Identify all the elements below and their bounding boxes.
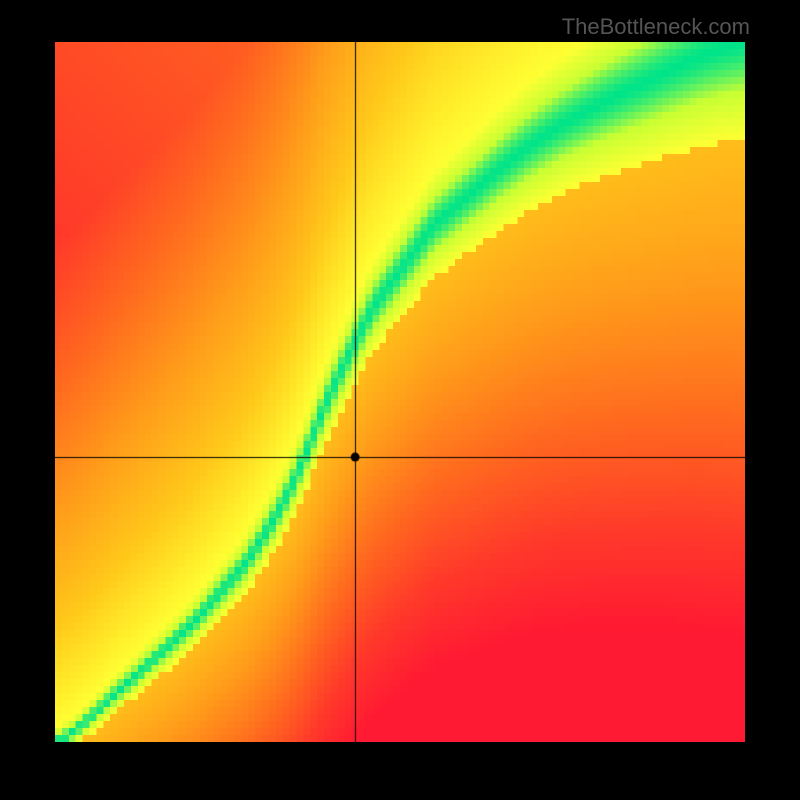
- watermark-text: TheBottleneck.com: [562, 14, 750, 40]
- bottleneck-heatmap: [55, 42, 745, 742]
- chart-container: TheBottleneck.com: [0, 0, 800, 800]
